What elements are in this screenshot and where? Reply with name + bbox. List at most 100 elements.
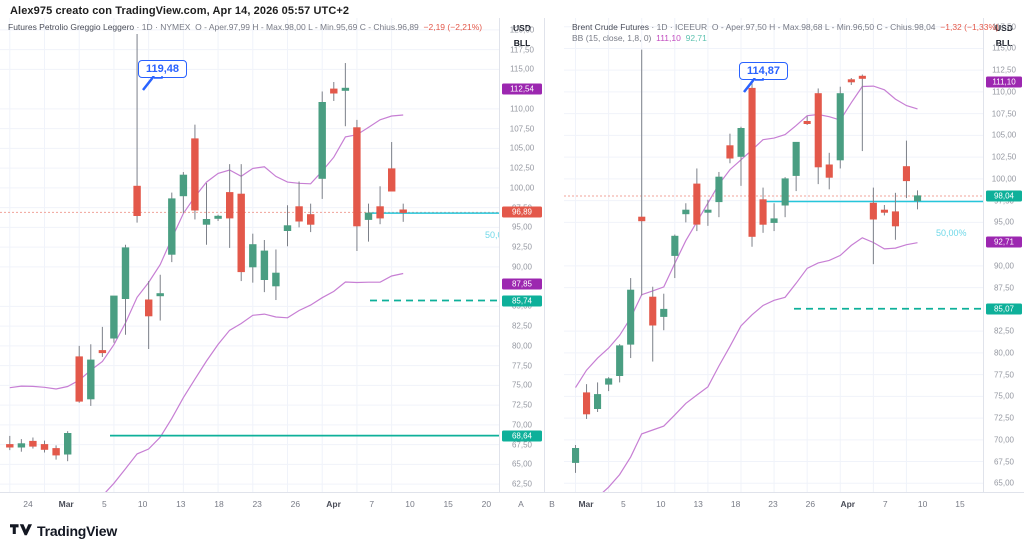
time-tick: 26 <box>290 499 301 509</box>
fib-level-label-right: 50,00% <box>936 228 967 238</box>
time-tick: 5 <box>102 499 107 509</box>
time-tick: Apr <box>840 499 856 509</box>
price-tag[interactable]: 87,85 <box>502 278 542 290</box>
price-tick: 65,00 <box>511 459 533 469</box>
tradingview-brand-text: TradingView <box>37 523 118 539</box>
price-tick: 90,00 <box>511 262 533 272</box>
chart-panel-left[interactable]: Futures Petrolio Greggio Leggero · 1D · … <box>0 18 564 518</box>
price-tick: 92,50 <box>511 242 533 252</box>
price-tick: 80,00 <box>993 348 1015 358</box>
time-tick: 15 <box>443 499 453 509</box>
tradingview-logo-icon <box>10 524 32 536</box>
price-tick: 102,50 <box>509 163 535 173</box>
candlestick-svg-left <box>0 18 499 492</box>
candlestick-svg-right <box>564 18 983 492</box>
tradingview-logo[interactable]: TradingView <box>10 523 117 539</box>
axis-corner-a: A <box>518 499 524 509</box>
price-axis-unit2-r: BLL <box>995 38 1013 48</box>
price-tag[interactable]: 92,71 <box>986 236 1022 248</box>
price-tick: 72,50 <box>511 400 533 410</box>
price-tick: 107,50 <box>509 124 535 134</box>
price-tick: 117,50 <box>992 22 1016 32</box>
price-tick: 100,00 <box>509 183 535 193</box>
time-axis-right[interactable]: Mar 5 10 13 18 23 26 Apr 7 10 15 <box>564 492 983 518</box>
price-tick: 72,50 <box>993 413 1015 423</box>
price-callout-left[interactable]: 119,48 <box>138 60 188 91</box>
price-tick: 102,50 <box>991 152 1017 162</box>
price-tag[interactable]: 68,64 <box>502 430 542 442</box>
price-tick: 82,50 <box>993 326 1015 336</box>
time-tick: 24 <box>23 499 33 509</box>
price-tick: 67,50 <box>993 457 1015 467</box>
time-axis-left[interactable]: 24 Mar 5 10 13 18 23 26 Apr 7 10 15 20 <box>0 492 499 518</box>
price-callout-value: 119,48 <box>138 60 188 78</box>
price-tick: 87,50 <box>993 283 1015 293</box>
price-tick: 95,00 <box>511 222 533 232</box>
price-tick: 80,00 <box>511 341 533 351</box>
time-tick: 26 <box>805 499 816 509</box>
axis-corner-b: B <box>549 499 555 509</box>
footer-bar: TradingView <box>0 518 1024 544</box>
time-tick: Mar <box>578 499 594 509</box>
callout-pointer-icon <box>142 76 163 91</box>
time-tick: 13 <box>693 499 703 509</box>
chart-panel-right[interactable]: Brent Crude Futures · 1D · ICEEUR O - Ap… <box>564 18 1024 518</box>
time-axis-left-pad: A B <box>499 492 564 518</box>
price-callout-right[interactable]: 114,87 <box>739 62 789 93</box>
time-tick: 15 <box>955 499 965 509</box>
price-tag[interactable]: 98,04 <box>986 190 1022 202</box>
price-callout-value-r: 114,87 <box>739 62 789 80</box>
price-tick: 110,00 <box>992 87 1016 97</box>
price-axis-left-secondary[interactable] <box>544 18 564 492</box>
price-tick: 70,00 <box>993 435 1015 445</box>
time-tick: 7 <box>882 499 888 509</box>
time-tick: 23 <box>252 499 262 509</box>
plot-area-right[interactable] <box>564 18 983 492</box>
price-axis-unit-r: USD <box>995 23 1013 33</box>
price-tick: 105,00 <box>509 143 535 153</box>
fib-level-label-left: 50,0 <box>485 230 503 240</box>
price-tick: 65,00 <box>993 478 1015 488</box>
price-tick: 107,50 <box>991 109 1017 119</box>
price-tick: 95,00 <box>993 217 1015 227</box>
time-tick: 7 <box>369 499 375 509</box>
price-tick: 112,50 <box>992 65 1016 75</box>
price-tag[interactable]: 85,74 <box>502 295 542 306</box>
price-axis-right[interactable]: USD BLL 117,50 115,00 112,50 110,00 107,50 10… <box>983 18 1024 492</box>
time-tick: 5 <box>621 499 626 509</box>
plot-area-left[interactable] <box>0 18 499 492</box>
price-tag[interactable]: 85,07 <box>986 303 1022 315</box>
price-tick: 120,00 <box>509 25 535 35</box>
time-tick: 18 <box>730 499 741 509</box>
price-tick: 75,00 <box>511 380 533 390</box>
time-tick: 13 <box>176 499 186 509</box>
time-tick: Mar <box>58 499 74 509</box>
price-tag[interactable]: 111,10 <box>986 76 1022 88</box>
price-tick: 82,50 <box>511 321 533 331</box>
price-axis-unit: USD <box>513 23 531 33</box>
price-tick: 110,00 <box>510 104 534 114</box>
callout-pointer-icon-r <box>743 78 764 93</box>
time-tick: Apr <box>326 499 341 509</box>
price-tick: 100,00 <box>991 174 1017 184</box>
price-tick: 115,00 <box>992 43 1016 53</box>
price-tick: 62,50 <box>511 479 533 489</box>
chart-panels: Futures Petrolio Greggio Leggero · 1D · … <box>0 18 1024 518</box>
price-tick: 90,00 <box>993 261 1015 271</box>
time-tick: 18 <box>214 499 224 509</box>
time-tick: 10 <box>405 499 415 509</box>
price-tag[interactable]: 112,54 <box>502 83 542 95</box>
price-tick: 67,50 <box>511 440 533 450</box>
time-tick: 10 <box>917 499 928 509</box>
time-tick: 10 <box>137 499 148 509</box>
price-tick: 115,00 <box>510 64 534 74</box>
price-axis-left[interactable]: USD BLL 120,00 117,50 115,00 110,00 107,50 10… <box>499 18 544 492</box>
price-tag[interactable]: 96,89 <box>502 206 542 218</box>
time-axis-right-pad <box>983 492 1024 518</box>
time-tick: 23 <box>768 499 778 509</box>
price-tick: 117,50 <box>510 45 534 55</box>
price-axis-unit2: BLL <box>513 38 531 48</box>
price-tick: 105,00 <box>991 130 1017 140</box>
price-tick: 75,00 <box>993 391 1015 401</box>
